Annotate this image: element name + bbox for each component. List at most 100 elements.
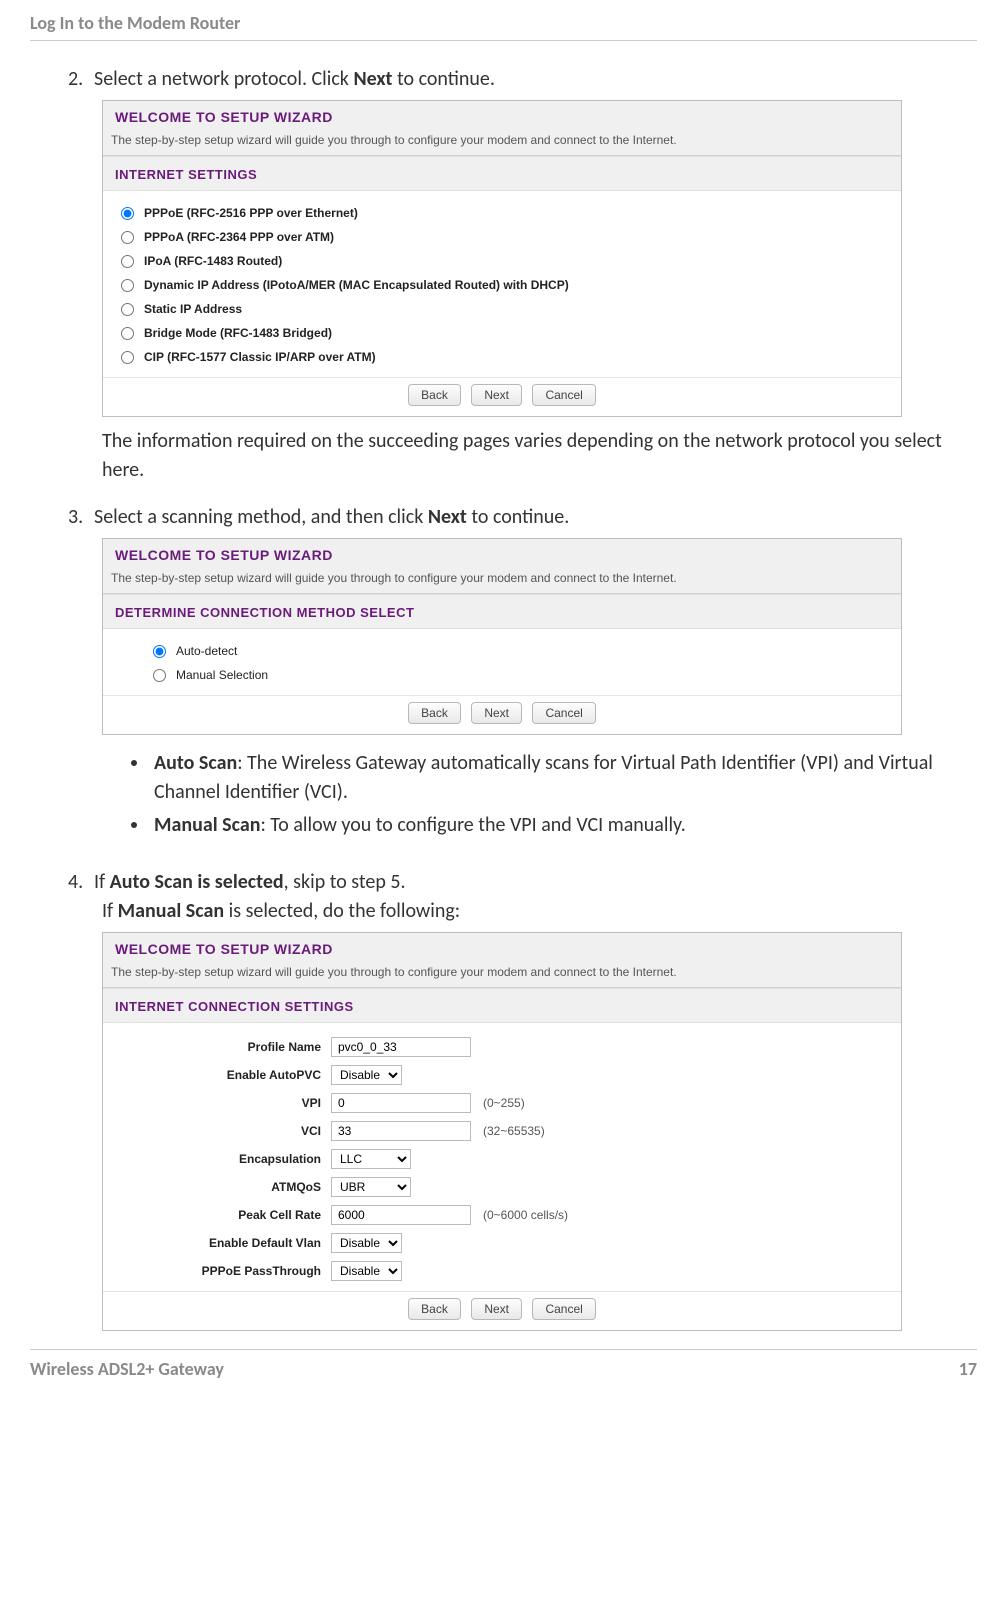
wizard-connection-settings: WELCOME TO SETUP WIZARD The step-by-step… (102, 932, 902, 1331)
wizard-desc: The step-by-step setup wizard will guide… (103, 567, 901, 594)
bullet-bold: Manual Scan (154, 813, 260, 837)
radio-input[interactable] (121, 207, 134, 220)
bullet-manual-scan: Manual Scan: To allow you to configure t… (150, 811, 957, 840)
t: Manual Scan (118, 899, 224, 923)
step-3-text-before: Select a scanning method, and then click (94, 505, 428, 529)
bullet-bold: Auto Scan (154, 751, 237, 775)
label: Enable Default Vlan (121, 1236, 331, 1250)
back-button[interactable]: Back (408, 702, 461, 724)
radio-input[interactable] (153, 669, 166, 682)
step-2-bold: Next (353, 67, 392, 91)
cancel-button[interactable]: Cancel (532, 1298, 595, 1320)
radio-input[interactable] (121, 255, 134, 268)
wizard-buttons: Back Next Cancel (103, 377, 901, 416)
pppoe-passthrough-select[interactable]: Disable (331, 1261, 402, 1281)
row-autopvc: Enable AutoPVC Disable (121, 1061, 883, 1089)
radio-input[interactable] (121, 351, 134, 364)
page-footer: Wireless ADSL2+ Gateway 17 (30, 1349, 977, 1380)
vpi-input[interactable] (331, 1093, 471, 1113)
radio-label: IPoA (RFC-1483 Routed) (144, 254, 282, 268)
step-2-number: 2. (68, 65, 94, 94)
radio-manual[interactable]: Manual Selection (153, 663, 883, 687)
row-peak-cell-rate: Peak Cell Rate (0~6000 cells/s) (121, 1201, 883, 1229)
wizard-buttons: Back Next Cancel (103, 695, 901, 734)
radio-label: Bridge Mode (RFC-1483 Bridged) (144, 326, 332, 340)
row-vci: VCI (32~65535) (121, 1117, 883, 1145)
step-2-instruction: 2.Select a network protocol. Click Next … (68, 65, 957, 94)
hint: (0~6000 cells/s) (483, 1208, 568, 1222)
bullet-auto-scan: Auto Scan: The Wireless Gateway automati… (150, 749, 957, 807)
t: is selected, do the following: (224, 899, 460, 923)
radio-label: Static IP Address (144, 302, 242, 316)
next-button[interactable]: Next (471, 384, 522, 406)
radio-dynamic-ip[interactable]: Dynamic IP Address (IPotoA/MER (MAC Enca… (121, 273, 883, 297)
back-button[interactable]: Back (408, 1298, 461, 1320)
wizard-connection-method: WELCOME TO SETUP WIZARD The step-by-step… (102, 538, 902, 735)
vci-input[interactable] (331, 1121, 471, 1141)
radio-bridge[interactable]: Bridge Mode (RFC-1483 Bridged) (121, 321, 883, 345)
next-button[interactable]: Next (471, 1298, 522, 1320)
radio-cip[interactable]: CIP (RFC-1577 Classic IP/ARP over ATM) (121, 345, 883, 369)
t: If (94, 870, 110, 894)
wizard-section-title: INTERNET SETTINGS (103, 156, 901, 191)
atmqos-select[interactable]: UBR (331, 1177, 411, 1197)
row-atmqos: ATMQoS UBR (121, 1173, 883, 1201)
page-content: 2.Select a network protocol. Click Next … (30, 65, 977, 1331)
footer-left: Wireless ADSL2+ Gateway (30, 1358, 224, 1380)
radio-input[interactable] (121, 279, 134, 292)
radio-input[interactable] (153, 645, 166, 658)
wizard-title: WELCOME TO SETUP WIZARD (103, 101, 901, 129)
row-profile-name: Profile Name (121, 1033, 883, 1061)
row-default-vlan: Enable Default Vlan Disable (121, 1229, 883, 1257)
next-button[interactable]: Next (471, 702, 522, 724)
radio-pppoe[interactable]: PPPoE (RFC-2516 PPP over Ethernet) (121, 201, 883, 225)
label: Peak Cell Rate (121, 1208, 331, 1222)
radio-input[interactable] (121, 231, 134, 244)
wizard-body: Auto-detect Manual Selection (103, 629, 901, 695)
cancel-button[interactable]: Cancel (532, 702, 595, 724)
label: Enable AutoPVC (121, 1068, 331, 1082)
wizard-desc: The step-by-step setup wizard will guide… (103, 129, 901, 156)
radio-auto-detect[interactable]: Auto-detect (153, 639, 883, 663)
scan-bullets: Auto Scan: The Wireless Gateway automati… (68, 745, 957, 850)
radio-input[interactable] (121, 303, 134, 316)
step-4-line2: If Manual Scan is selected, do the follo… (68, 897, 957, 926)
back-button[interactable]: Back (408, 384, 461, 406)
wizard-section-title: DETERMINE CONNECTION METHOD SELECT (103, 594, 901, 629)
page-header: Log In to the Modem Router (30, 12, 977, 41)
radio-ipoa[interactable]: IPoA (RFC-1483 Routed) (121, 249, 883, 273)
radio-label: PPPoE (RFC-2516 PPP over Ethernet) (144, 206, 358, 220)
wizard-desc: The step-by-step setup wizard will guide… (103, 961, 901, 988)
radio-pppoa[interactable]: PPPoA (RFC-2364 PPP over ATM) (121, 225, 883, 249)
hint: (0~255) (483, 1096, 525, 1110)
step-3-instruction: 3.Select a scanning method, and then cli… (68, 503, 957, 532)
radio-label: CIP (RFC-1577 Classic IP/ARP over ATM) (144, 350, 376, 364)
row-vpi: VPI (0~255) (121, 1089, 883, 1117)
encapsulation-select[interactable]: LLC (331, 1149, 411, 1169)
radio-input[interactable] (121, 327, 134, 340)
step-2: 2.Select a network protocol. Click Next … (68, 65, 957, 485)
wizard-internet-settings: WELCOME TO SETUP WIZARD The step-by-step… (102, 100, 902, 417)
row-pppoe-passthrough: PPPoE PassThrough Disable (121, 1257, 883, 1285)
autopvc-select[interactable]: Disable (331, 1065, 402, 1085)
bullet-rest: : The Wireless Gateway automatically sca… (154, 751, 933, 804)
label: Encapsulation (121, 1152, 331, 1166)
profile-name-input[interactable] (331, 1037, 471, 1057)
footer-page-number: 17 (959, 1358, 977, 1380)
radio-static-ip[interactable]: Static IP Address (121, 297, 883, 321)
label: ATMQoS (121, 1180, 331, 1194)
t: , skip to step 5. (284, 870, 406, 894)
label: Profile Name (121, 1040, 331, 1054)
t: If (102, 899, 118, 923)
wizard-buttons: Back Next Cancel (103, 1291, 901, 1330)
step-3-bold: Next (428, 505, 467, 529)
peak-cell-rate-input[interactable] (331, 1205, 471, 1225)
default-vlan-select[interactable]: Disable (331, 1233, 402, 1253)
cancel-button[interactable]: Cancel (532, 384, 595, 406)
radio-label: Auto-detect (176, 644, 237, 658)
label: VPI (121, 1096, 331, 1110)
t: Auto Scan is selected (110, 870, 284, 894)
radio-label: PPPoA (RFC-2364 PPP over ATM) (144, 230, 334, 244)
row-encapsulation: Encapsulation LLC (121, 1145, 883, 1173)
label: PPPoE PassThrough (121, 1264, 331, 1278)
